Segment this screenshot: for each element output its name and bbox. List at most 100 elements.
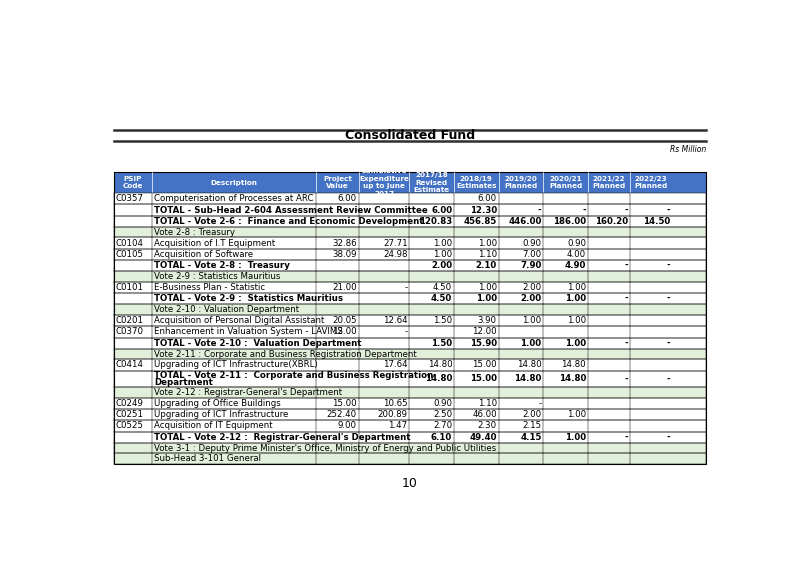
Text: Description: Description	[210, 180, 258, 186]
Text: 12.64: 12.64	[383, 316, 407, 325]
Text: -: -	[404, 283, 407, 292]
Text: 1.00: 1.00	[565, 433, 586, 442]
Text: 446.00: 446.00	[508, 217, 542, 226]
Text: C0525: C0525	[115, 421, 143, 431]
Text: TOTAL - Vote 2-12 :  Registrar-General's Department: TOTAL - Vote 2-12 : Registrar-General's …	[154, 433, 410, 442]
Text: 120.83: 120.83	[419, 217, 452, 226]
Text: -: -	[625, 206, 628, 215]
Bar	[114, 227, 706, 237]
Text: E-Business Plan - Statistic: E-Business Plan - Statistic	[154, 283, 265, 292]
Text: -: -	[666, 206, 670, 215]
Text: Rs Million: Rs Million	[670, 145, 706, 154]
Text: 14.80: 14.80	[427, 360, 452, 370]
Text: Sub-Head 3-101 General: Sub-Head 3-101 General	[154, 454, 261, 463]
Bar	[114, 216, 706, 227]
Text: Acquisition of Software: Acquisition of Software	[154, 250, 253, 259]
Bar	[114, 420, 706, 432]
Text: 1.00: 1.00	[476, 294, 497, 303]
Text: 46.00: 46.00	[472, 410, 497, 419]
Text: 38.09: 38.09	[332, 250, 357, 259]
Text: Acquisition of I.T Equipment: Acquisition of I.T Equipment	[154, 238, 275, 247]
Text: -: -	[404, 327, 407, 336]
Text: Enhancement in Valuation System - LAVIMS: Enhancement in Valuation System - LAVIMS	[154, 327, 343, 336]
Text: 200.89: 200.89	[378, 410, 407, 419]
Bar	[114, 337, 706, 349]
Text: Vote 2-10 : Valuation Department: Vote 2-10 : Valuation Department	[154, 305, 299, 314]
Text: 186.00: 186.00	[553, 217, 586, 226]
Text: -: -	[625, 294, 628, 303]
Text: 14.50: 14.50	[643, 217, 670, 226]
Bar	[114, 193, 706, 205]
Text: 3.90: 3.90	[478, 316, 497, 325]
Text: Department: Department	[154, 378, 213, 387]
Text: -: -	[666, 375, 670, 384]
Text: 2.10: 2.10	[475, 261, 497, 270]
Text: 14.80: 14.80	[558, 375, 586, 384]
Bar	[114, 293, 706, 305]
Text: 12.00: 12.00	[472, 327, 497, 336]
Text: Acquisition of IT Equipment: Acquisition of IT Equipment	[154, 421, 273, 431]
Text: 1.00: 1.00	[565, 294, 586, 303]
Text: TOTAL - Vote 2-6 :  Finance and Economic Development: TOTAL - Vote 2-6 : Finance and Economic …	[154, 217, 423, 226]
Bar	[114, 237, 706, 249]
Text: 2019/20
Planned: 2019/20 Planned	[504, 176, 538, 189]
Text: C0201: C0201	[115, 316, 143, 325]
Text: -: -	[666, 294, 670, 303]
Text: 14.80: 14.80	[517, 360, 542, 370]
Text: 14.80: 14.80	[425, 375, 452, 384]
Bar	[114, 432, 706, 443]
Text: 49.40: 49.40	[470, 433, 497, 442]
Text: Upgrading of Office Buildings: Upgrading of Office Buildings	[154, 399, 281, 408]
Text: 0.90: 0.90	[433, 399, 452, 408]
Bar	[114, 260, 706, 271]
Text: C0414: C0414	[115, 360, 143, 370]
Text: 2.00: 2.00	[520, 294, 542, 303]
Text: 1.10: 1.10	[478, 399, 497, 408]
Text: 4.50: 4.50	[431, 294, 452, 303]
Bar	[114, 172, 706, 193]
Text: Acquisition of Personal Digital Assistant: Acquisition of Personal Digital Assistan…	[154, 316, 324, 325]
Text: C0370: C0370	[115, 327, 143, 336]
Text: TOTAL - Sub-Head 2-604 Assessment Review Committee: TOTAL - Sub-Head 2-604 Assessment Review…	[154, 206, 428, 215]
Text: -: -	[625, 338, 628, 347]
Text: Consolidated Fund: Consolidated Fund	[345, 129, 475, 142]
Text: 1.00: 1.00	[478, 283, 497, 292]
Text: 12.00: 12.00	[332, 327, 357, 336]
Bar	[114, 249, 706, 260]
Text: 15.00: 15.00	[470, 375, 497, 384]
Text: C0357: C0357	[115, 194, 143, 203]
Text: 7.90: 7.90	[520, 261, 542, 270]
Text: 6.00: 6.00	[478, 194, 497, 203]
Bar	[114, 371, 706, 387]
Text: 21.00: 21.00	[332, 283, 357, 292]
Text: 6.00: 6.00	[338, 194, 357, 203]
Text: 1.00: 1.00	[433, 238, 452, 247]
Bar	[114, 271, 706, 282]
Text: 1.00: 1.00	[567, 316, 586, 325]
Text: 2022/23
Planned: 2022/23 Planned	[634, 176, 668, 189]
Text: -: -	[625, 261, 628, 270]
Text: 15.00: 15.00	[332, 399, 357, 408]
Text: 2.15: 2.15	[522, 421, 542, 431]
Text: 1.10: 1.10	[478, 250, 497, 259]
Text: 20.05: 20.05	[332, 316, 357, 325]
Text: Project
Value: Project Value	[323, 176, 352, 189]
Text: 14.80: 14.80	[514, 375, 542, 384]
Text: 2.00: 2.00	[431, 261, 452, 270]
Text: TOTAL - Vote 2-8 :  Treasury: TOTAL - Vote 2-8 : Treasury	[154, 261, 290, 270]
Bar	[114, 398, 706, 409]
Text: 1.00: 1.00	[565, 338, 586, 347]
Text: 32.86: 32.86	[332, 238, 357, 247]
Text: 2.00: 2.00	[522, 410, 542, 419]
Text: 17.64: 17.64	[383, 360, 407, 370]
Bar	[114, 387, 706, 398]
Text: Upgrading of ICT Infrastructure(XBRL): Upgrading of ICT Infrastructure(XBRL)	[154, 360, 318, 370]
Text: PSIP
Code: PSIP Code	[122, 176, 143, 189]
Text: 160.20: 160.20	[595, 217, 628, 226]
Text: 4.15: 4.15	[520, 433, 542, 442]
Text: 0.90: 0.90	[567, 238, 586, 247]
Bar	[114, 315, 706, 326]
Text: 2.30: 2.30	[478, 421, 497, 431]
Text: 2020/21
Planned: 2020/21 Planned	[549, 176, 582, 189]
Text: 9.00: 9.00	[338, 421, 357, 431]
